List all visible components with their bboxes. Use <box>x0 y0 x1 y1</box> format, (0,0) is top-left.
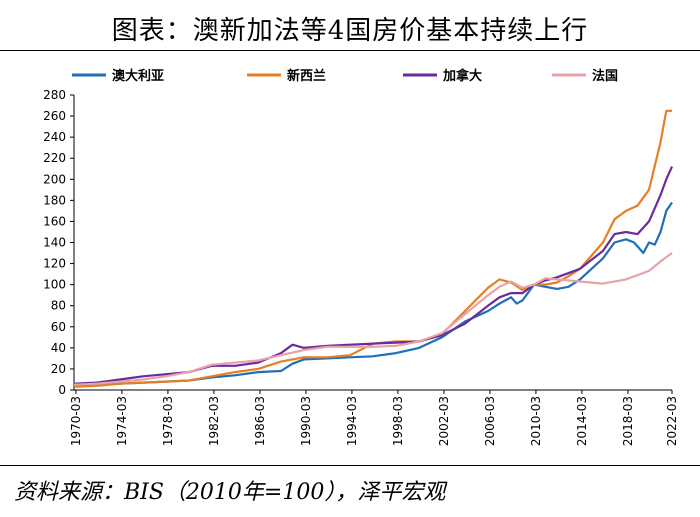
x-tick-label: 1978-03 <box>161 396 175 446</box>
y-tick-label: 100 <box>43 278 66 292</box>
y-tick-label: 140 <box>43 236 66 250</box>
x-tick-label: 2018-03 <box>621 396 635 446</box>
x-tick-label: 1974-03 <box>115 396 129 446</box>
x-tick-label: 2002-03 <box>437 396 451 446</box>
series-line-2 <box>73 166 674 385</box>
y-tick-label: 160 <box>43 214 66 228</box>
y-tick-label: 200 <box>43 172 66 186</box>
y-tick-label: 180 <box>43 193 66 207</box>
footer-rule <box>0 465 700 466</box>
line-chart: 澳大利亚 新西兰 加拿大 法国 0 20 40 60 80 100 120 140 160 180 200… <box>43 68 679 446</box>
chart-title: 图表：澳新加法等4国房价基本持续上行 <box>111 16 589 46</box>
x-tick-label: 1998-03 <box>391 396 405 446</box>
y-tick-label: 280 <box>43 88 66 102</box>
y-tick-label: 0 <box>58 383 66 397</box>
y-tick-label: 120 <box>43 257 66 271</box>
series-lines <box>73 109 674 388</box>
series-line-3 <box>73 252 673 386</box>
series-line-0 <box>73 201 673 387</box>
legend-label-2: 加拿大 <box>442 68 482 84</box>
legend: 澳大利亚 新西兰 加拿大 法国 <box>72 68 618 84</box>
legend-label-3: 法国 <box>592 68 618 84</box>
source-note: 资料来源：BIS（2010年=100），泽平宏观 <box>14 480 446 505</box>
title-rule <box>0 50 700 51</box>
y-tick-label: 80 <box>51 299 66 313</box>
x-tick-label: 1970-03 <box>69 396 83 446</box>
x-tick-label: 1982-03 <box>207 396 221 446</box>
axes: 0 20 40 60 80 100 120 140 160 180 200 220 240 260 280 1… <box>43 88 679 446</box>
x-tick-label: 1986-03 <box>253 396 267 446</box>
y-tick-label: 240 <box>43 130 66 144</box>
x-tick-label: 2006-03 <box>483 396 497 446</box>
y-tick-label: 60 <box>51 320 66 334</box>
y-tick-label: 220 <box>43 151 66 165</box>
x-tick-label: 2014-03 <box>575 396 589 446</box>
series-line-1 <box>73 109 672 388</box>
legend-label-1: 新西兰 <box>287 68 326 84</box>
x-tick-label: 2022-03 <box>665 396 679 446</box>
y-tick-label: 40 <box>51 341 66 355</box>
y-tick-label: 260 <box>43 109 66 123</box>
legend-label-0: 澳大利亚 <box>112 68 164 84</box>
x-tick-label: 2010-03 <box>529 396 543 446</box>
x-tick-label: 1990-03 <box>299 396 313 446</box>
y-tick-label: 20 <box>51 362 66 376</box>
x-tick-label: 1994-03 <box>345 396 359 446</box>
